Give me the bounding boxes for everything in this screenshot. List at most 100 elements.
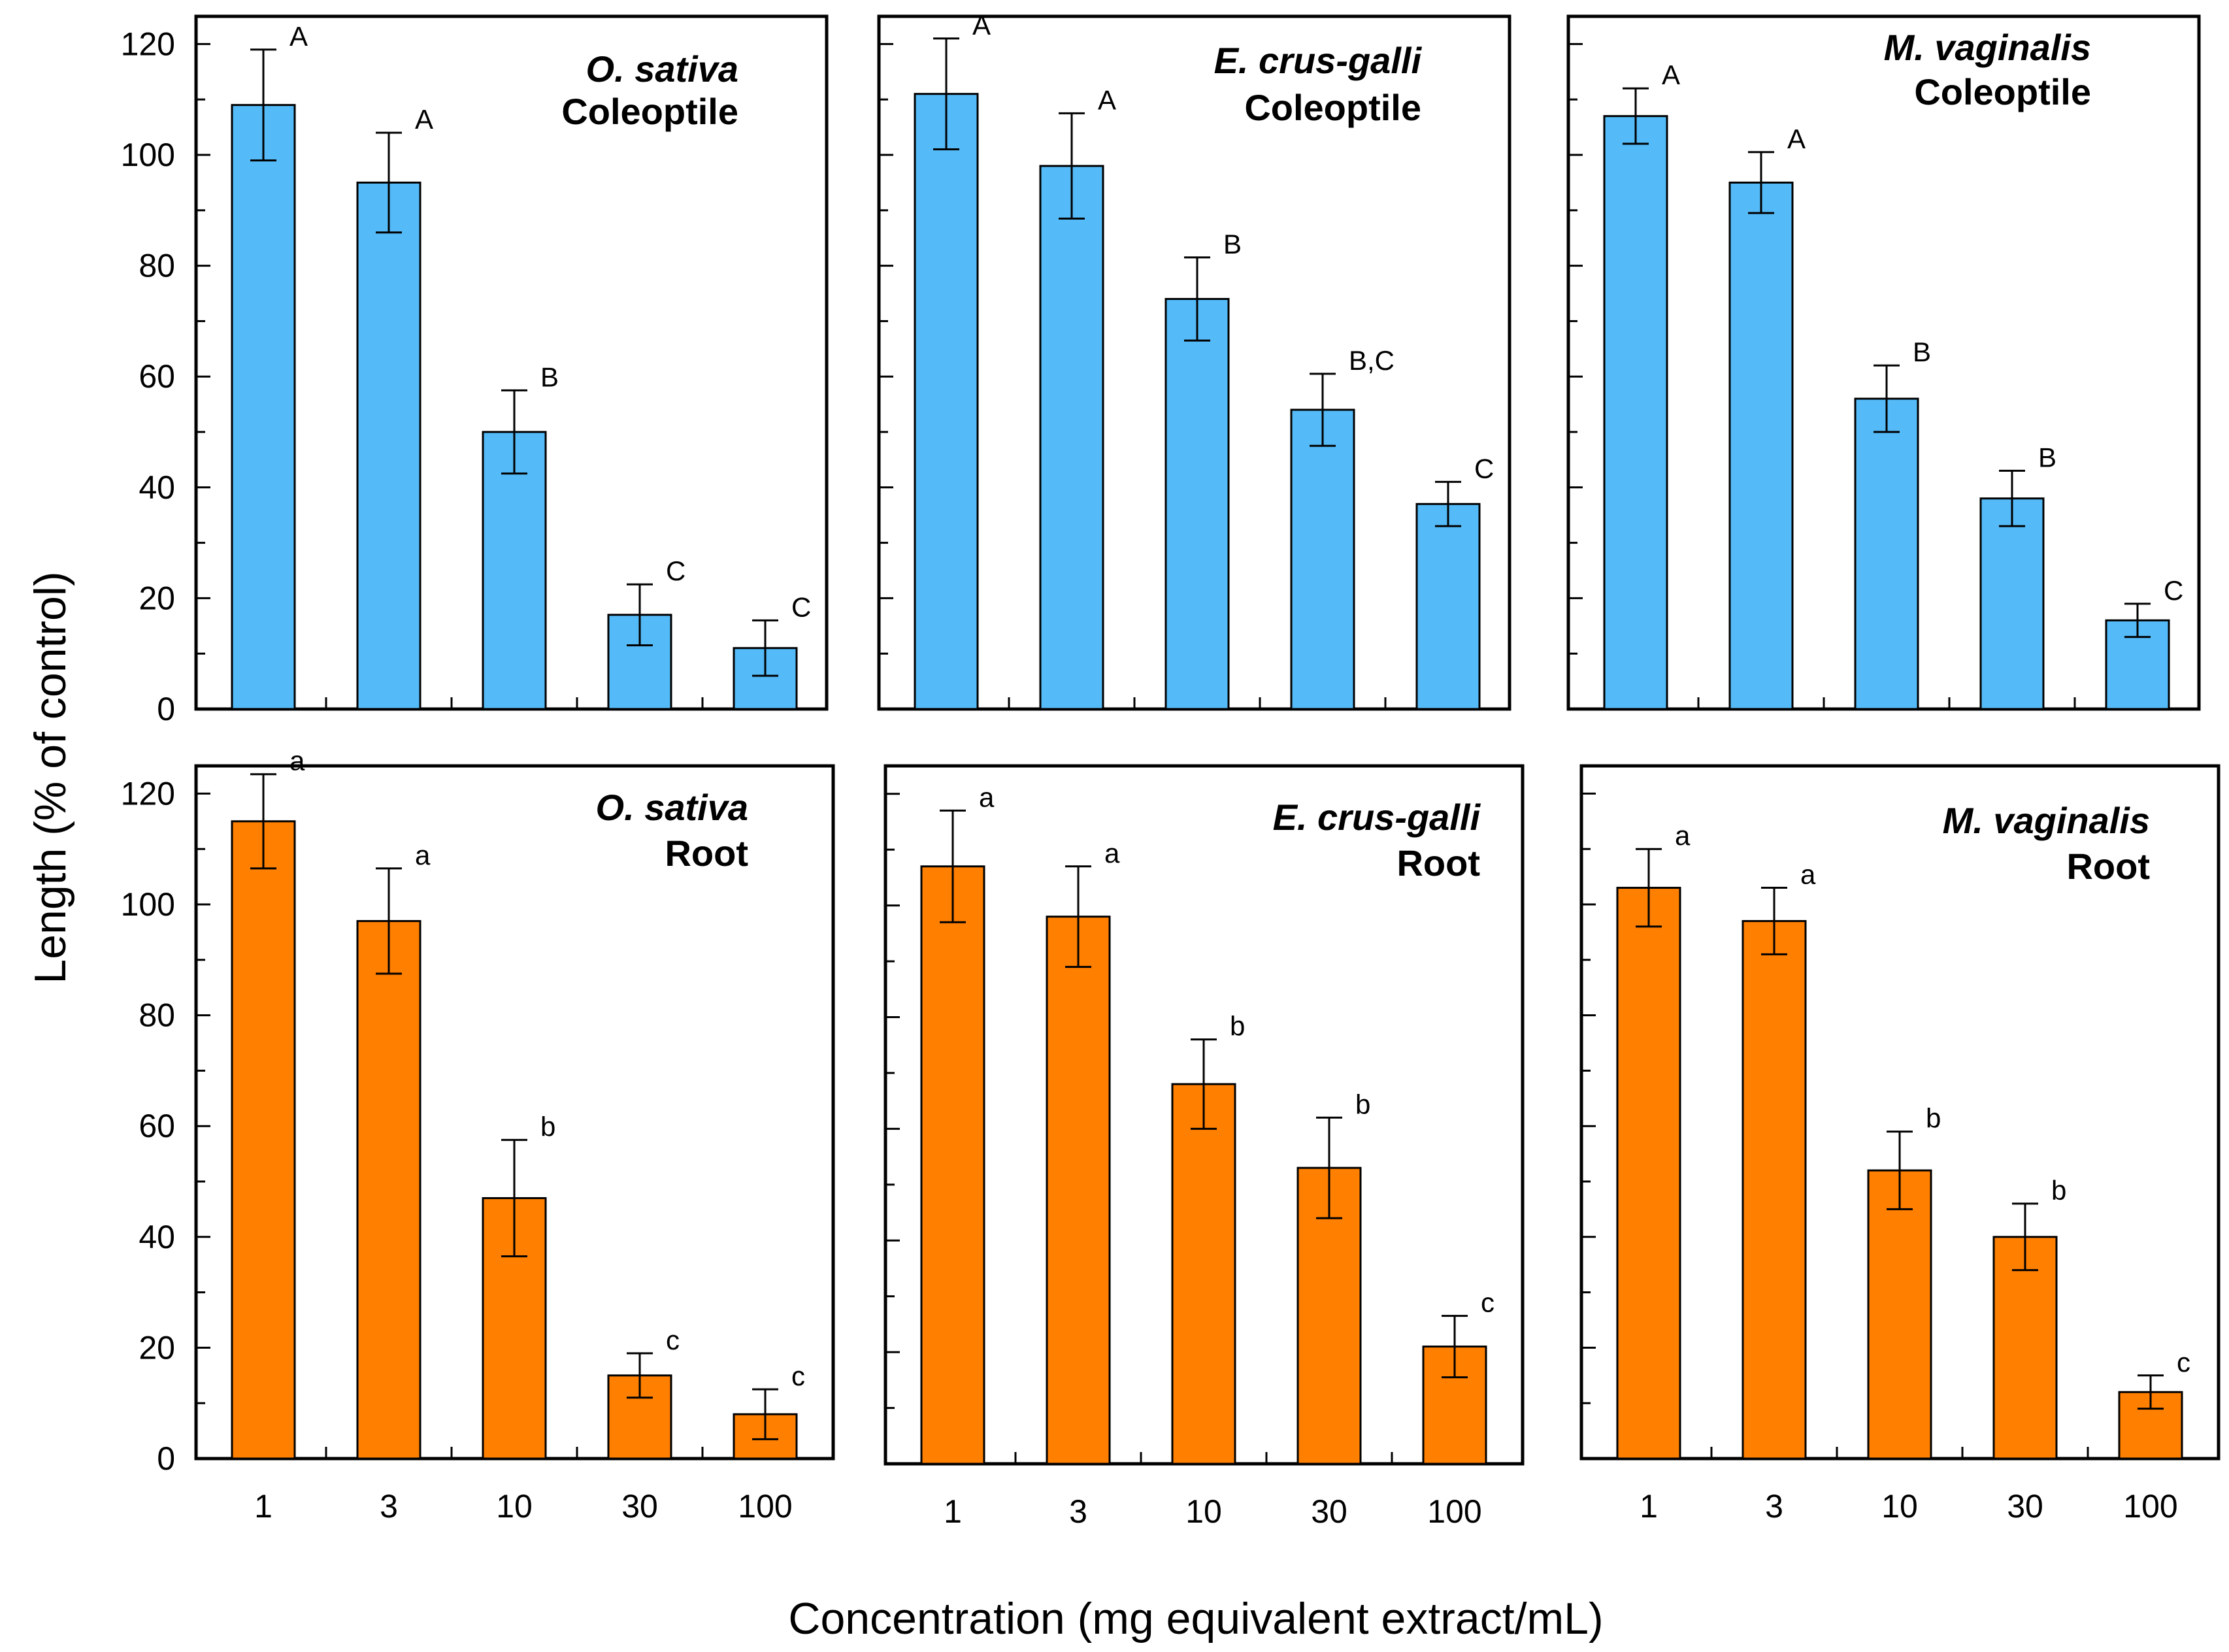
panel-species-title: M. vaginalis: [1884, 27, 2091, 68]
x-tick-label: 10: [496, 1488, 533, 1525]
significance-label: B: [1913, 337, 1931, 367]
significance-label: B: [1223, 229, 1242, 259]
x-tick-label: 1: [254, 1488, 272, 1525]
bar: [1742, 919, 1807, 1460]
significance-label: a: [1104, 838, 1120, 868]
bar: [1171, 1083, 1236, 1465]
x-tick-label: 100: [738, 1488, 792, 1525]
significance-label: C: [1474, 453, 1494, 484]
bar: [914, 93, 979, 710]
bar: [1992, 1236, 2058, 1460]
significance-label: A: [1098, 84, 1116, 115]
bar: [2105, 619, 2170, 710]
y-tick-label: 0: [157, 691, 175, 727]
panel-organ-title: Coleoptile: [1914, 71, 2091, 112]
significance-label: b: [1230, 1011, 1245, 1042]
y-tick-label: 60: [139, 1108, 175, 1144]
bar: [1728, 181, 1794, 710]
bar: [231, 104, 296, 710]
significance-label: A: [1662, 59, 1680, 90]
x-tick-label: 30: [1311, 1493, 1347, 1530]
bar: [1039, 165, 1104, 710]
panel-species-title: E. crus-galli: [1214, 40, 1423, 81]
x-tick-label: 3: [1069, 1493, 1087, 1530]
bar: [1603, 115, 1668, 710]
significance-label: A: [1787, 124, 1806, 154]
bar: [356, 181, 421, 710]
panel-organ-title: Root: [665, 833, 748, 874]
bar: [1046, 916, 1111, 1465]
bar: [231, 820, 296, 1460]
panel-organ-title: Coleoptile: [561, 91, 738, 132]
significance-label: b: [540, 1111, 555, 1142]
x-tick-label: 1: [944, 1493, 962, 1530]
bar: [1854, 397, 1919, 710]
x-tick-label: 10: [1185, 1493, 1222, 1530]
y-axis-title: Length (% of control): [25, 571, 75, 983]
x-tick-label: 100: [1427, 1493, 1481, 1530]
chart-panel-6: a 1 a 3 b 10 b 30 c 100 M. vaginalis Root: [1579, 764, 2221, 1525]
significance-label: c: [666, 1325, 680, 1355]
significance-label: a: [1800, 859, 1816, 890]
chart-panel-2: A A B B,C C E. crus-galli Coleoptile: [877, 10, 1511, 711]
y-tick-label: 120: [121, 775, 175, 812]
x-tick-label: 100: [2123, 1488, 2177, 1525]
significance-label: c: [1481, 1287, 1494, 1318]
bar: [1616, 887, 1681, 1460]
y-tick-label: 20: [139, 1329, 175, 1366]
significance-label: a: [1675, 820, 1691, 851]
significance-label: B,C: [1349, 345, 1395, 376]
y-tick-label: 80: [139, 997, 175, 1034]
significance-label: C: [666, 555, 685, 586]
significance-label: C: [2164, 575, 2183, 606]
y-tick-label: 60: [139, 358, 175, 395]
bar: [356, 919, 421, 1460]
significance-label: a: [289, 746, 305, 776]
panel-species-title: O. sativa: [596, 787, 748, 828]
significance-label: a: [979, 782, 995, 812]
chart-panel-4: 0 20 40 60 80 100 120 a 1 a 3 b 10 c 30 c 100 O. sativa Ro…: [121, 746, 835, 1525]
x-tick-label: 30: [621, 1488, 658, 1525]
x-axis-title: Concentration (mg equivalent extract/mL): [788, 1594, 1603, 1644]
significance-label: A: [289, 21, 308, 52]
bar: [1164, 297, 1230, 710]
x-tick-label: 10: [1881, 1488, 1918, 1525]
significance-label: B: [2038, 442, 2056, 472]
panel-organ-title: Root: [2066, 846, 2150, 887]
panel-organ-title: Root: [1396, 842, 1480, 884]
y-tick-label: 120: [121, 25, 175, 62]
significance-label: A: [972, 10, 991, 41]
x-tick-label: 3: [380, 1488, 398, 1525]
y-tick-label: 100: [121, 886, 175, 923]
significance-label: b: [1355, 1089, 1370, 1119]
y-tick-label: 0: [157, 1440, 175, 1477]
x-tick-label: 30: [2007, 1488, 2043, 1525]
x-tick-label: 1: [1640, 1488, 1658, 1525]
panel-species-title: O. sativa: [586, 48, 738, 90]
significance-label: c: [791, 1361, 805, 1391]
panel-organ-title: Coleoptile: [1244, 87, 1421, 128]
significance-label: b: [2051, 1175, 2066, 1206]
panel-species-title: M. vaginalis: [1943, 800, 2150, 841]
y-tick-label: 100: [121, 137, 175, 173]
significance-label: c: [2177, 1347, 2190, 1378]
y-tick-label: 20: [139, 580, 175, 616]
y-tick-label: 40: [139, 469, 175, 506]
bar: [1979, 497, 2045, 710]
panel-species-title: E. crus-galli: [1273, 797, 1481, 838]
significance-label: b: [1926, 1103, 1941, 1134]
bar: [1415, 503, 1481, 710]
significance-label: B: [540, 361, 559, 392]
bar: [1867, 1169, 1932, 1460]
significance-label: C: [791, 591, 811, 622]
y-tick-label: 80: [139, 248, 175, 284]
bar: [1290, 408, 1355, 710]
bar: [920, 865, 985, 1465]
y-tick-label: 40: [139, 1219, 175, 1255]
significance-label: A: [415, 104, 433, 135]
